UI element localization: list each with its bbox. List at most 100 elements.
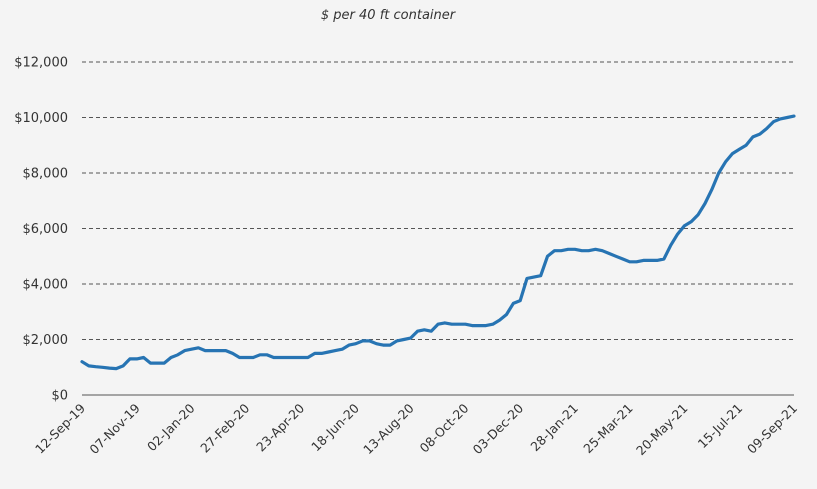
data-point xyxy=(642,259,645,262)
data-point xyxy=(108,367,111,369)
data-point xyxy=(793,115,795,117)
y-tick-label: $12,000 xyxy=(14,56,68,71)
data-point xyxy=(314,352,316,355)
data-point xyxy=(772,120,775,123)
y-tick-label: $2,000 xyxy=(23,333,69,348)
data-point xyxy=(252,356,254,359)
x-tick-label: 28-Jan-21 xyxy=(527,401,581,455)
data-point xyxy=(498,319,501,321)
data-point xyxy=(197,347,200,349)
data-point xyxy=(129,358,131,360)
data-point xyxy=(81,360,83,363)
y-tick-label: $6,000 xyxy=(23,222,69,237)
data-point xyxy=(533,276,535,278)
data-point xyxy=(272,356,275,359)
data-point xyxy=(711,188,713,191)
data-point xyxy=(765,127,768,130)
data-point xyxy=(676,233,679,235)
data-point xyxy=(683,224,686,227)
data-point xyxy=(341,348,344,351)
data-point xyxy=(156,362,159,364)
data-point xyxy=(512,302,515,305)
x-tick-label: 27-Feb-20 xyxy=(197,400,252,455)
data-point xyxy=(519,299,521,302)
data-point xyxy=(361,340,364,342)
data-point xyxy=(731,152,734,155)
data-point xyxy=(560,249,562,252)
data-point xyxy=(300,356,302,359)
data-point xyxy=(163,362,165,364)
x-tick-label: 07-Nov-19 xyxy=(86,400,143,457)
data-point xyxy=(704,202,706,205)
y-tick-label: $8,000 xyxy=(23,167,69,182)
data-point xyxy=(759,133,761,135)
data-point xyxy=(717,172,720,174)
data-point xyxy=(485,324,487,327)
data-point xyxy=(457,323,460,326)
data-point xyxy=(752,136,754,138)
x-tick-label: 09-Sep-21 xyxy=(744,401,800,457)
data-point xyxy=(539,274,542,277)
x-tick-label: 03-Dec-20 xyxy=(470,400,527,457)
data-point xyxy=(149,362,152,364)
data-point xyxy=(437,323,439,326)
data-point xyxy=(615,255,617,258)
data-point xyxy=(122,365,124,367)
data-point xyxy=(382,344,385,346)
data-point xyxy=(724,161,727,163)
data-point xyxy=(690,220,693,223)
data-point xyxy=(307,356,309,359)
x-tick-label: 08-Oct-20 xyxy=(416,400,471,455)
data-point xyxy=(259,354,261,356)
data-point xyxy=(293,356,296,359)
data-point xyxy=(738,148,740,151)
data-point xyxy=(396,340,398,342)
x-tick-label: 12-Sep-19 xyxy=(32,400,88,456)
data-point xyxy=(403,338,405,341)
x-tick-label: 23-Apr-20 xyxy=(253,400,307,454)
data-point xyxy=(238,356,241,359)
data-point xyxy=(745,144,747,147)
data-point xyxy=(567,248,569,251)
y-axis-ticks: $0 $2,000 $4,000 $6,000 $8,000 $10,000 $12,000 xyxy=(14,56,68,404)
data-point xyxy=(320,352,323,355)
data-point xyxy=(601,249,604,252)
data-point xyxy=(594,248,597,251)
data-point xyxy=(581,249,583,252)
y-tick-label: $10,000 xyxy=(14,111,68,126)
data-point xyxy=(546,255,549,258)
data-point xyxy=(628,261,631,263)
y-tick-label: $4,000 xyxy=(23,278,69,293)
series-layer xyxy=(80,114,796,371)
data-point xyxy=(136,358,138,360)
y-tick-label: $0 xyxy=(51,389,68,404)
data-point xyxy=(225,349,227,352)
data-point xyxy=(492,323,494,326)
data-point xyxy=(334,349,337,352)
x-tick-label: 02-Jan-20 xyxy=(144,400,198,454)
data-point xyxy=(101,366,104,369)
data-point xyxy=(663,258,665,260)
data-point xyxy=(444,322,446,324)
data-point xyxy=(670,244,672,246)
x-tick-label: 25-Mar-21 xyxy=(580,401,636,457)
data-point xyxy=(608,252,610,255)
data-point xyxy=(115,367,117,370)
data-point xyxy=(553,249,556,252)
data-point xyxy=(656,259,658,262)
data-point xyxy=(635,261,638,263)
x-tick-label: 20-May-21 xyxy=(633,401,691,459)
gridlines xyxy=(82,61,794,396)
data-point xyxy=(368,340,371,342)
data-point xyxy=(471,324,474,327)
data-point xyxy=(587,249,590,252)
data-point xyxy=(574,248,576,251)
data-point xyxy=(177,354,179,356)
data-point xyxy=(355,342,357,345)
data-point xyxy=(190,348,193,351)
data-point xyxy=(286,356,289,359)
x-tick-label: 15-Jul-21 xyxy=(695,401,746,452)
